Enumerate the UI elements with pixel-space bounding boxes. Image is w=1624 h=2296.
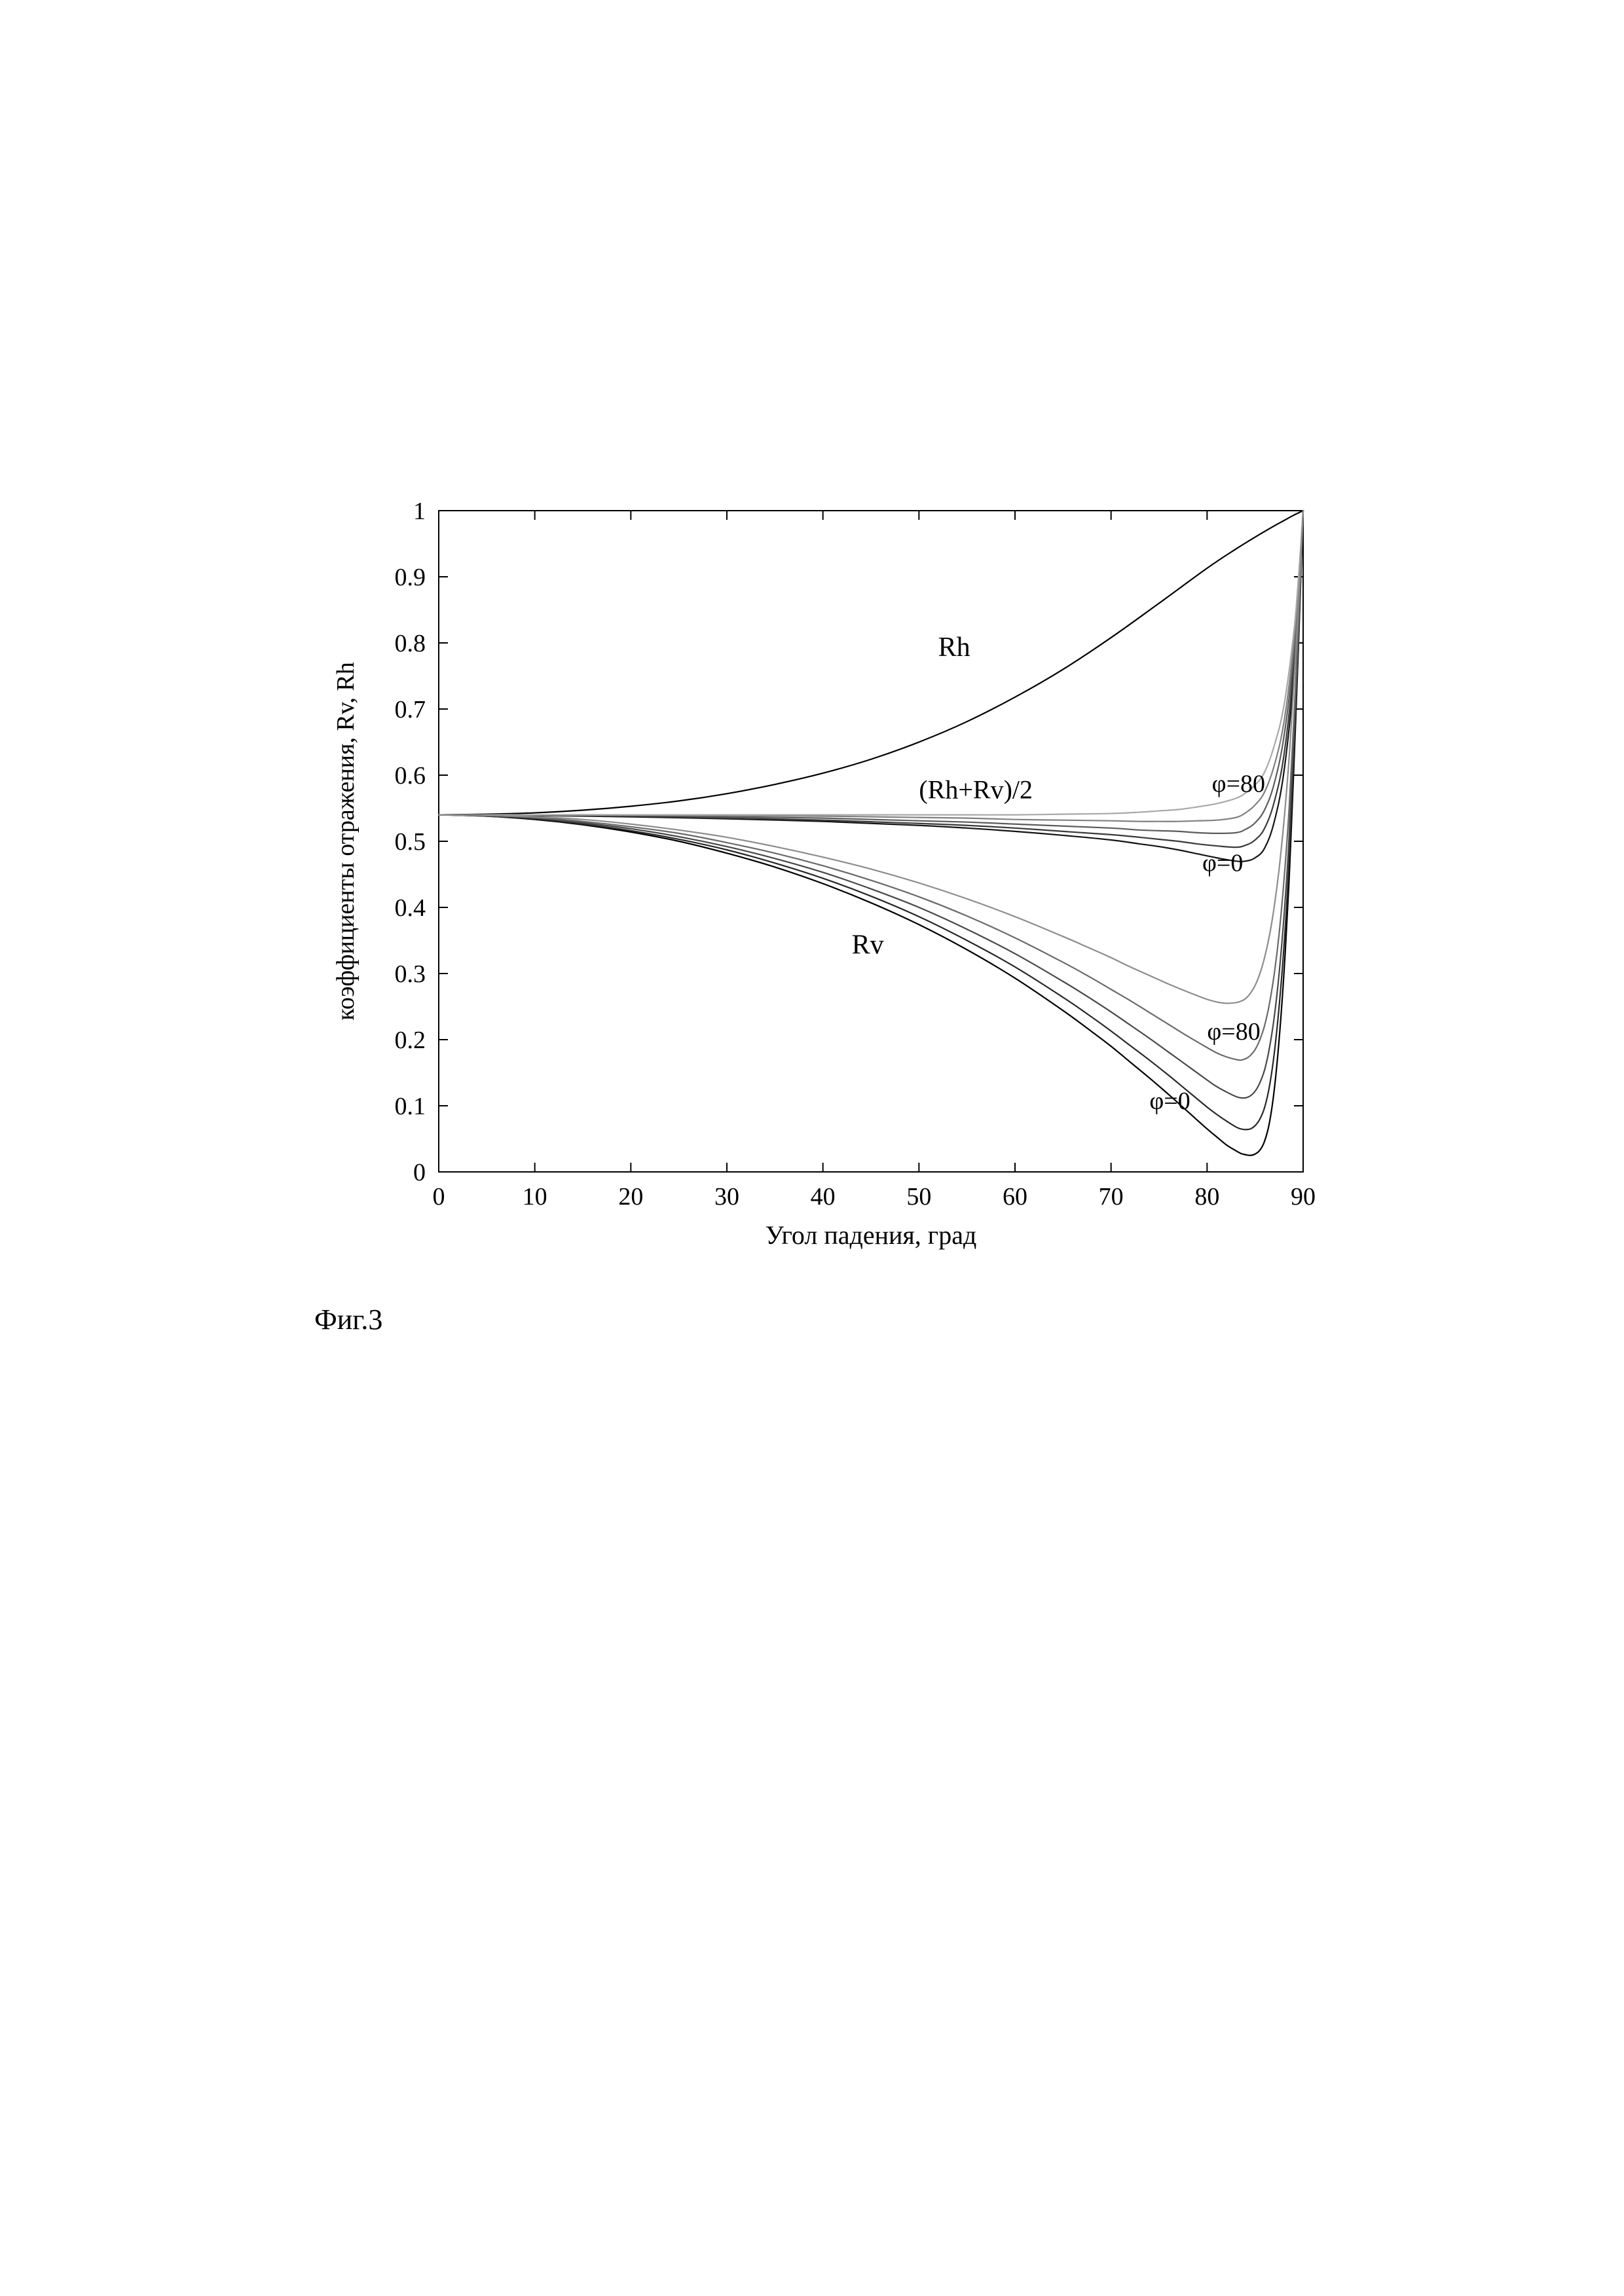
svg-text:0.8: 0.8 xyxy=(395,630,426,657)
svg-text:0: 0 xyxy=(413,1159,426,1186)
svg-text:20: 20 xyxy=(618,1183,643,1211)
svg-text:1: 1 xyxy=(413,498,426,525)
reflection-chart: 0 10 20 30 40 50 60 70 80 90 0 0.1 0.2 0.3 0.4 0.5 0.6 0.… xyxy=(314,491,1329,1277)
svg-text:0.5: 0.5 xyxy=(395,828,426,856)
svg-text:0: 0 xyxy=(433,1183,445,1211)
chart-annotation: Rh xyxy=(938,632,970,663)
svg-text:0.2: 0.2 xyxy=(395,1027,426,1054)
chart-annotation: φ=80 xyxy=(1207,1018,1260,1046)
svg-text:0.9: 0.9 xyxy=(395,564,426,591)
svg-text:70: 70 xyxy=(1099,1183,1124,1211)
svg-text:80: 80 xyxy=(1194,1183,1219,1211)
svg-text:0.1: 0.1 xyxy=(395,1093,426,1120)
svg-text:0.4: 0.4 xyxy=(395,894,426,922)
svg-text:60: 60 xyxy=(1003,1183,1027,1211)
svg-text:50: 50 xyxy=(906,1183,931,1211)
figure-caption: Фиг.3 xyxy=(314,1303,382,1336)
chart-annotation: φ=0 xyxy=(1202,849,1243,877)
chart-annotation: (Rh+Rv)/2 xyxy=(919,774,1033,804)
svg-text:30: 30 xyxy=(714,1183,739,1211)
chart-annotation: φ=80 xyxy=(1212,770,1265,797)
chart-annotation: φ=0 xyxy=(1149,1087,1190,1115)
svg-text:90: 90 xyxy=(1291,1183,1316,1211)
chart-svg: 0 10 20 30 40 50 60 70 80 90 0 0.1 0.2 0.3 0.4 0.5 0.6 0.… xyxy=(314,491,1329,1277)
svg-text:Угол падения, град: Угол падения, град xyxy=(766,1220,977,1250)
svg-text:0.7: 0.7 xyxy=(395,696,426,723)
svg-text:40: 40 xyxy=(811,1183,836,1211)
svg-text:коэффициенты отражения, Rv,: коэффициенты отражения, Rv, Rh xyxy=(332,662,360,1020)
chart-annotation: Rv xyxy=(852,930,884,960)
svg-text:10: 10 xyxy=(523,1183,547,1211)
svg-text:0.6: 0.6 xyxy=(395,762,426,790)
svg-text:0.3: 0.3 xyxy=(395,960,426,988)
